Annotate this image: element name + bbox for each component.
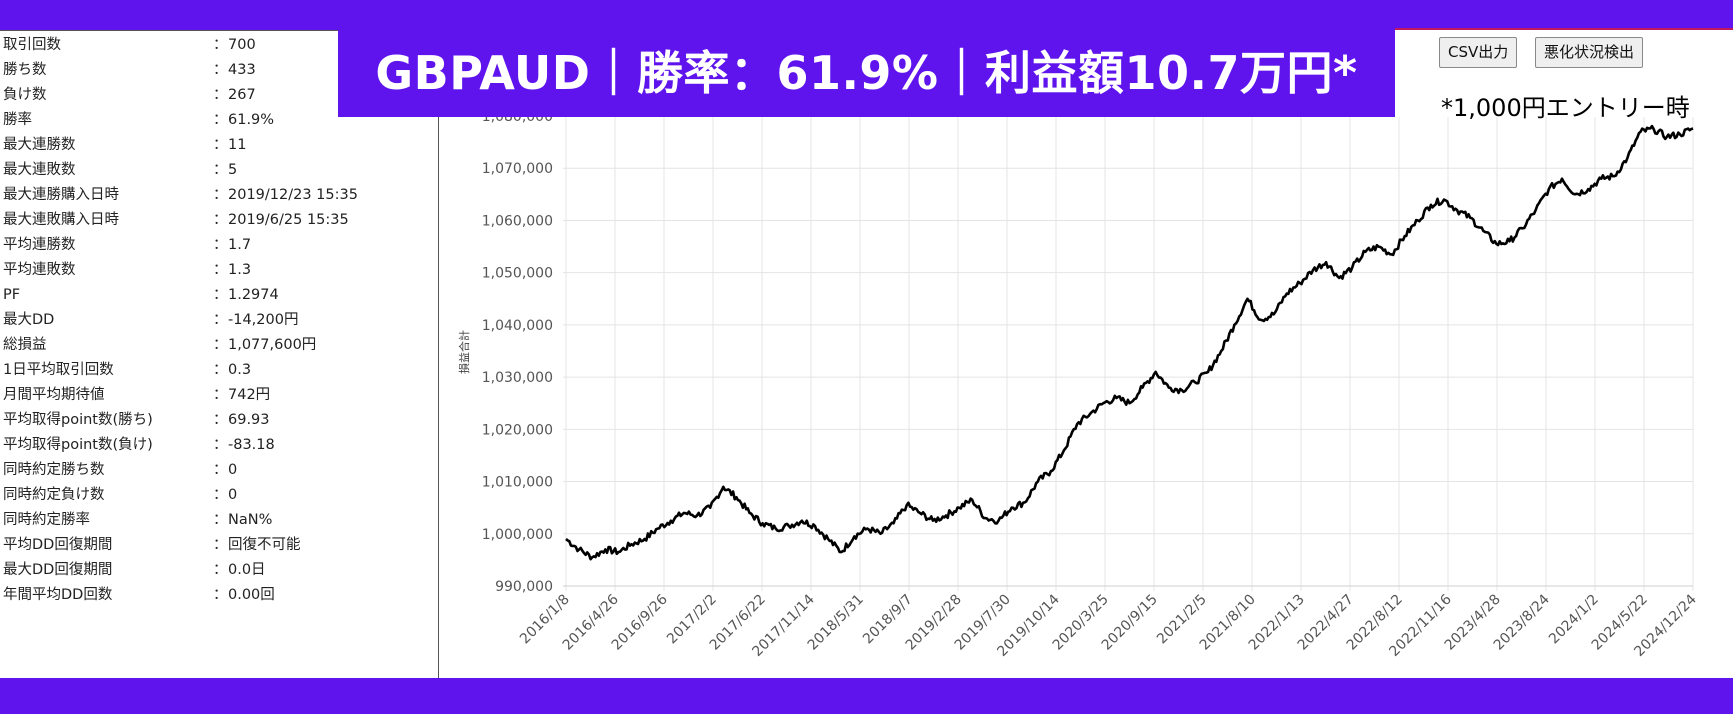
stat-separator: ： <box>213 462 228 478</box>
stat-separator: ： <box>213 62 228 78</box>
stat-separator: ： <box>213 187 228 203</box>
stat-value: -83.18 <box>228 437 275 453</box>
top-accent-line <box>1395 28 1733 30</box>
stat-separator: ： <box>213 587 228 603</box>
y-tick-label: 1,080,000 <box>482 117 553 125</box>
y-axis-label: 損益合計 <box>457 330 471 374</box>
stat-value: 回復不可能 <box>228 537 301 553</box>
stat-label: 総損益 <box>3 337 47 353</box>
report-panel <box>0 30 1733 678</box>
stat-separator: ： <box>213 562 228 578</box>
chart-grid <box>563 117 1694 591</box>
stat-label: 平均取得point数(負け) <box>3 437 153 453</box>
y-axis: 990,000 1,000,000 1,010,000 1,020,000 1,030,… <box>482 117 553 595</box>
stat-value: 11 <box>228 137 247 153</box>
stat-label: 最大連敗数 <box>3 162 76 178</box>
stat-separator: ： <box>213 337 228 353</box>
stat-value: 742円 <box>228 387 271 403</box>
stat-separator: ： <box>213 362 228 378</box>
stat-separator: ： <box>213 437 228 453</box>
stat-value: 1,077,600円 <box>228 337 317 353</box>
stat-label: 最大連勝購入日時 <box>3 187 119 203</box>
stat-label: 同時約定負け数 <box>3 487 105 503</box>
stat-label: 最大DD <box>3 312 55 328</box>
equity-chart: 990,000 1,000,000 1,010,000 1,020,000 1,030,… <box>457 117 1700 660</box>
stat-separator: ： <box>213 237 228 253</box>
stat-label: 平均DD回復期間 <box>3 537 113 553</box>
stat-value: 0 <box>228 487 238 503</box>
stat-label: 月間平均期待値 <box>3 387 105 403</box>
stat-value: 5 <box>228 162 238 178</box>
stat-label: 勝ち数 <box>3 62 47 78</box>
stat-separator: ： <box>213 487 228 503</box>
stat-value: 2019/6/25 15:35 <box>228 212 349 228</box>
stat-label: 最大DD回復期間 <box>3 562 113 578</box>
stat-value: 69.93 <box>228 412 270 428</box>
stat-value: 0.00回 <box>228 587 275 603</box>
stat-value: 0.0日 <box>228 562 266 578</box>
stat-separator: ： <box>213 162 228 178</box>
stat-value: 1.7 <box>228 237 252 253</box>
stat-label: 年間平均DD回数 <box>3 587 113 603</box>
stat-separator: ： <box>213 262 228 278</box>
banner-title: GBPAUD｜勝率：61.9%｜利益額10.7万円* <box>338 30 1395 117</box>
stat-value: 700 <box>228 37 256 53</box>
stat-separator: ： <box>213 412 228 428</box>
stat-separator: ： <box>213 137 228 153</box>
stat-value: 2019/12/23 15:35 <box>228 187 358 203</box>
equity-line-series <box>565 124 1694 561</box>
csv-export-button[interactable]: CSV出力 <box>1439 37 1518 68</box>
stat-separator: ： <box>213 387 228 403</box>
stat-separator: ： <box>213 212 228 228</box>
stat-value: -14,200円 <box>228 312 299 328</box>
y-tick-label: 1,000,000 <box>482 527 553 543</box>
stat-separator: ： <box>213 312 228 328</box>
stat-label: 1日平均取引回数 <box>3 362 114 378</box>
y-tick-label: 1,040,000 <box>482 318 553 334</box>
stat-label: 最大連勝数 <box>3 137 76 153</box>
stat-value: 0.3 <box>228 362 252 378</box>
stat-value: 0 <box>228 462 238 478</box>
stat-label: 取引回数 <box>3 37 61 53</box>
y-tick-label: 1,050,000 <box>482 266 553 282</box>
y-tick-label: 1,010,000 <box>482 475 553 491</box>
stat-value: 61.9% <box>228 112 275 128</box>
detect-degradation-button[interactable]: 悪化状況検出 <box>1535 37 1644 68</box>
stat-separator: ： <box>213 512 228 528</box>
stat-value: NaN% <box>228 512 273 528</box>
y-tick-label: 1,030,000 <box>482 370 553 386</box>
stat-label: 同時約定勝ち数 <box>3 462 105 478</box>
stat-label: 最大連敗購入日時 <box>3 212 119 228</box>
entry-note: *1,000円エントリー時 <box>1441 94 1690 122</box>
stat-value: 267 <box>228 87 256 103</box>
stat-separator: ： <box>213 537 228 553</box>
stat-label: PF <box>3 287 21 303</box>
stat-label: 平均取得point数(勝ち) <box>3 412 153 428</box>
x-axis: 2016/1/82016/4/262016/9/262017/2/22017/6… <box>517 591 1700 659</box>
stat-value: 433 <box>228 62 256 78</box>
stat-separator: ： <box>213 112 228 128</box>
stat-separator: ： <box>213 287 228 303</box>
stat-label: 平均連勝数 <box>3 237 76 253</box>
y-tick-label: 990,000 <box>495 579 553 595</box>
stat-label: 負け数 <box>3 87 47 103</box>
stat-value: 1.2974 <box>228 287 279 303</box>
y-tick-label: 1,020,000 <box>482 422 553 438</box>
y-tick-label: 1,070,000 <box>482 161 553 177</box>
y-tick-label: 1,060,000 <box>482 213 553 229</box>
stat-value: 1.3 <box>228 262 252 278</box>
stat-label: 同時約定勝率 <box>3 512 90 528</box>
stats-table: 取引回数： 700 勝ち数： 433 負け数： 267 勝率： 61.9% 最大連勝数： 11 最大… <box>0 30 439 678</box>
stat-separator: ： <box>213 87 228 103</box>
stat-label: 平均連敗数 <box>3 262 76 278</box>
stat-label: 勝率 <box>3 112 32 128</box>
stat-separator: ： <box>213 37 228 53</box>
